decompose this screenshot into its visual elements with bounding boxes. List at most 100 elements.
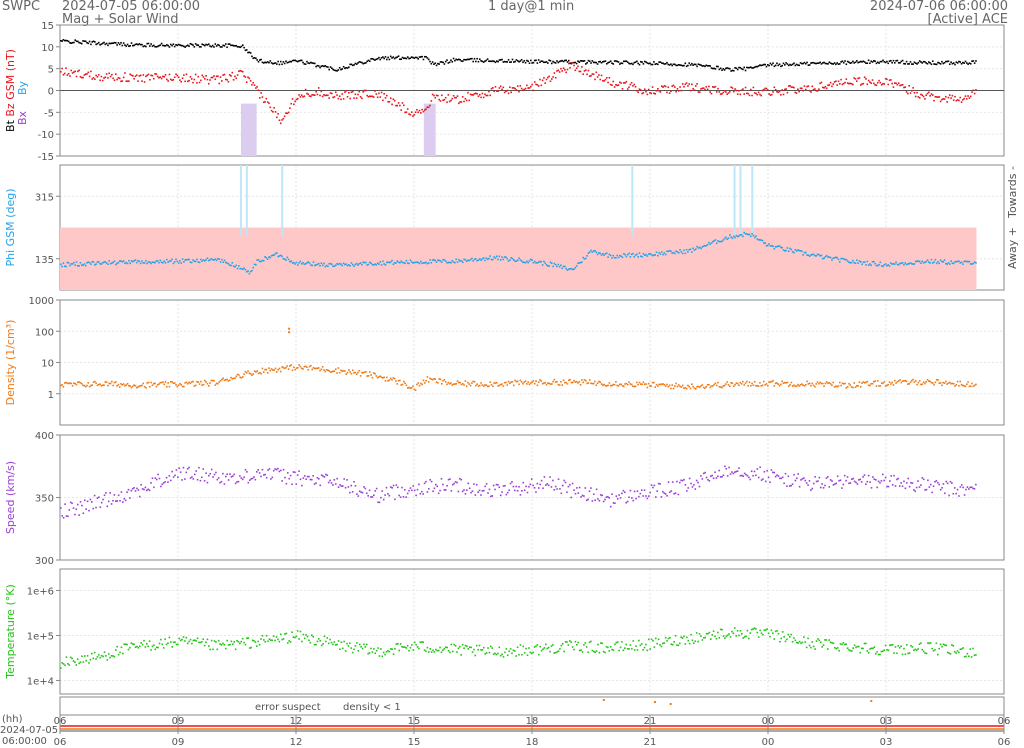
phi-point (209, 259, 211, 261)
density-point (63, 382, 66, 384)
bz-point (806, 85, 808, 88)
phi-point (88, 261, 91, 264)
temperature-point (385, 650, 388, 653)
density-point (941, 384, 943, 387)
bz-point (717, 87, 719, 90)
bz-point (718, 91, 721, 93)
bt-point (143, 45, 146, 47)
bz-point (765, 87, 768, 90)
temperature-point (810, 646, 812, 649)
speed-ylabel: Speed (km/s) (4, 461, 17, 534)
density-point (104, 381, 107, 383)
speed-point (411, 489, 413, 492)
speed-point (525, 485, 527, 488)
bz-point (632, 85, 634, 87)
speed-point (277, 467, 279, 470)
temperature-point (178, 637, 181, 640)
bz-point (460, 101, 463, 103)
phi-point (270, 254, 273, 257)
phi-point (355, 262, 358, 265)
density-point (392, 377, 395, 379)
density-point (207, 385, 210, 387)
temperature-point (678, 642, 681, 645)
bt-point (680, 64, 683, 67)
bt-point (541, 60, 544, 63)
speed-point (124, 499, 127, 502)
speed-point (650, 484, 653, 487)
bt-point (588, 60, 591, 63)
density-point (279, 370, 282, 373)
speed-point (623, 491, 626, 494)
bt-point (104, 43, 107, 46)
speed-point (963, 494, 966, 496)
bz-point (384, 97, 387, 99)
bz-point (622, 82, 625, 84)
speed-point (202, 468, 205, 470)
phi-point (97, 261, 100, 263)
phi-point (742, 235, 744, 238)
bz-point (523, 88, 526, 91)
density-point (351, 369, 354, 372)
speed-point (860, 481, 863, 483)
temperature-point (146, 643, 148, 645)
speed-point (829, 479, 832, 481)
density-point (684, 387, 687, 389)
temperature-point (341, 647, 344, 650)
bt-point (701, 65, 704, 67)
density-outlier (288, 327, 291, 330)
bz-point (963, 97, 965, 100)
speed-point (688, 477, 691, 480)
bt-point (63, 39, 66, 42)
phi-point (895, 261, 897, 264)
phi-point (947, 261, 950, 264)
bz-point (221, 80, 223, 82)
bt-point (752, 67, 755, 69)
bt-point (193, 46, 196, 48)
temperature-point (770, 629, 773, 632)
bt-point (833, 62, 836, 64)
temperature-point (853, 644, 856, 647)
temperature-point (418, 647, 420, 650)
speed-point (831, 480, 833, 482)
phi-point (814, 254, 816, 257)
bt-point (252, 57, 255, 60)
bt-point (531, 62, 533, 64)
bz-point (223, 73, 226, 76)
speed-point (673, 492, 675, 495)
speed-point (398, 494, 400, 497)
speed-point (106, 505, 109, 508)
speed-point (721, 476, 723, 478)
temperature-point (676, 644, 678, 646)
bz-point (327, 94, 329, 97)
bz-point (701, 87, 704, 90)
density-point (135, 386, 138, 389)
bz-point (626, 88, 629, 90)
bt-point (848, 61, 850, 64)
density-point (185, 381, 188, 384)
temperature-point (405, 647, 408, 649)
bt-point (963, 62, 965, 64)
density-point (738, 384, 740, 387)
density-point (959, 380, 962, 383)
density-point (827, 382, 829, 385)
speed-point (901, 485, 904, 488)
speed-point (788, 485, 791, 487)
bt-point (643, 60, 646, 63)
phi-point (594, 249, 596, 252)
bt-point (192, 44, 194, 46)
bz-point (895, 82, 897, 85)
phi-point (336, 262, 338, 265)
bz-point (778, 90, 781, 93)
bz-point (680, 89, 683, 92)
speed-point (590, 487, 592, 489)
bt-point (591, 60, 594, 62)
temperature-point (99, 656, 102, 659)
temperature-point (800, 642, 802, 645)
temperature-point (439, 646, 441, 649)
bz-point (628, 86, 630, 89)
density-point (541, 382, 544, 385)
bt-point (259, 59, 261, 61)
density-point (502, 385, 505, 387)
bt-point (467, 58, 469, 61)
temperature-point (120, 646, 123, 649)
